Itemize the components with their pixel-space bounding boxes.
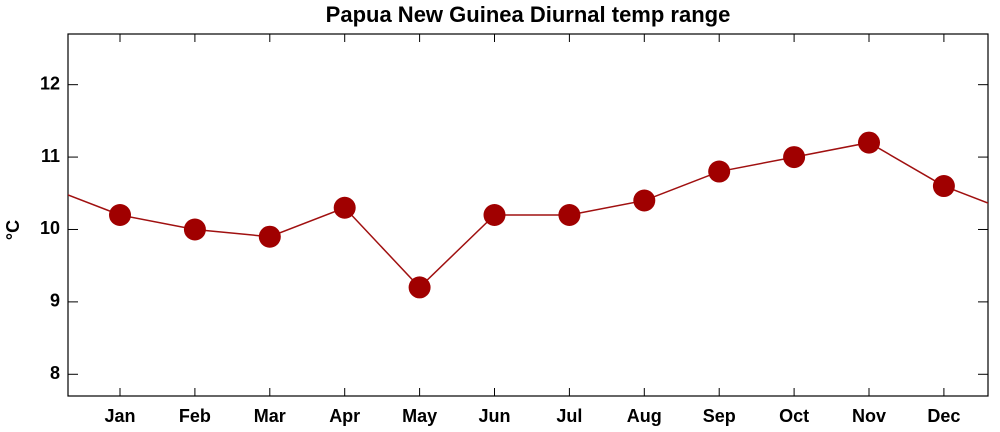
- data-point: [633, 189, 656, 212]
- x-tick-label: May: [402, 406, 437, 426]
- x-tick-label: Apr: [329, 406, 360, 426]
- data-point: [183, 218, 206, 241]
- x-tick-label: Mar: [254, 406, 286, 426]
- x-tick-label: Aug: [627, 406, 662, 426]
- data-point: [333, 196, 356, 219]
- x-tick-label: Jun: [478, 406, 510, 426]
- x-tick-label: Sep: [703, 406, 736, 426]
- x-tick-label: Oct: [779, 406, 809, 426]
- data-point: [708, 160, 731, 183]
- x-tick-label: Jan: [104, 406, 135, 426]
- y-tick-label: 10: [40, 218, 60, 238]
- plot-frame: [67, 33, 989, 397]
- y-axis-label: °C: [3, 220, 23, 240]
- wrap-line: [943, 185, 988, 204]
- data-point: [932, 175, 955, 198]
- data-point: [858, 131, 880, 154]
- chart-title: Papua New Guinea Diurnal temp range: [326, 2, 731, 27]
- plot-area: [68, 185, 988, 216]
- data-point: [783, 146, 806, 169]
- x-tick-label: Feb: [179, 406, 211, 426]
- data-point: [258, 225, 281, 248]
- x-tick-label: Dec: [927, 406, 960, 426]
- data-point: [483, 204, 506, 226]
- y-tick-label: 12: [40, 73, 60, 93]
- data-point: [558, 204, 581, 226]
- y-tick-label: 9: [50, 291, 60, 311]
- x-tick-label: Jul: [556, 406, 582, 426]
- data-line: [119, 141, 945, 289]
- data-point: [109, 204, 131, 226]
- x-tick-label: Nov: [852, 406, 886, 426]
- wrap-line: [68, 194, 121, 216]
- y-tick-label: 8: [50, 363, 60, 383]
- y-tick-label: 11: [41, 146, 60, 166]
- data-point: [408, 276, 431, 299]
